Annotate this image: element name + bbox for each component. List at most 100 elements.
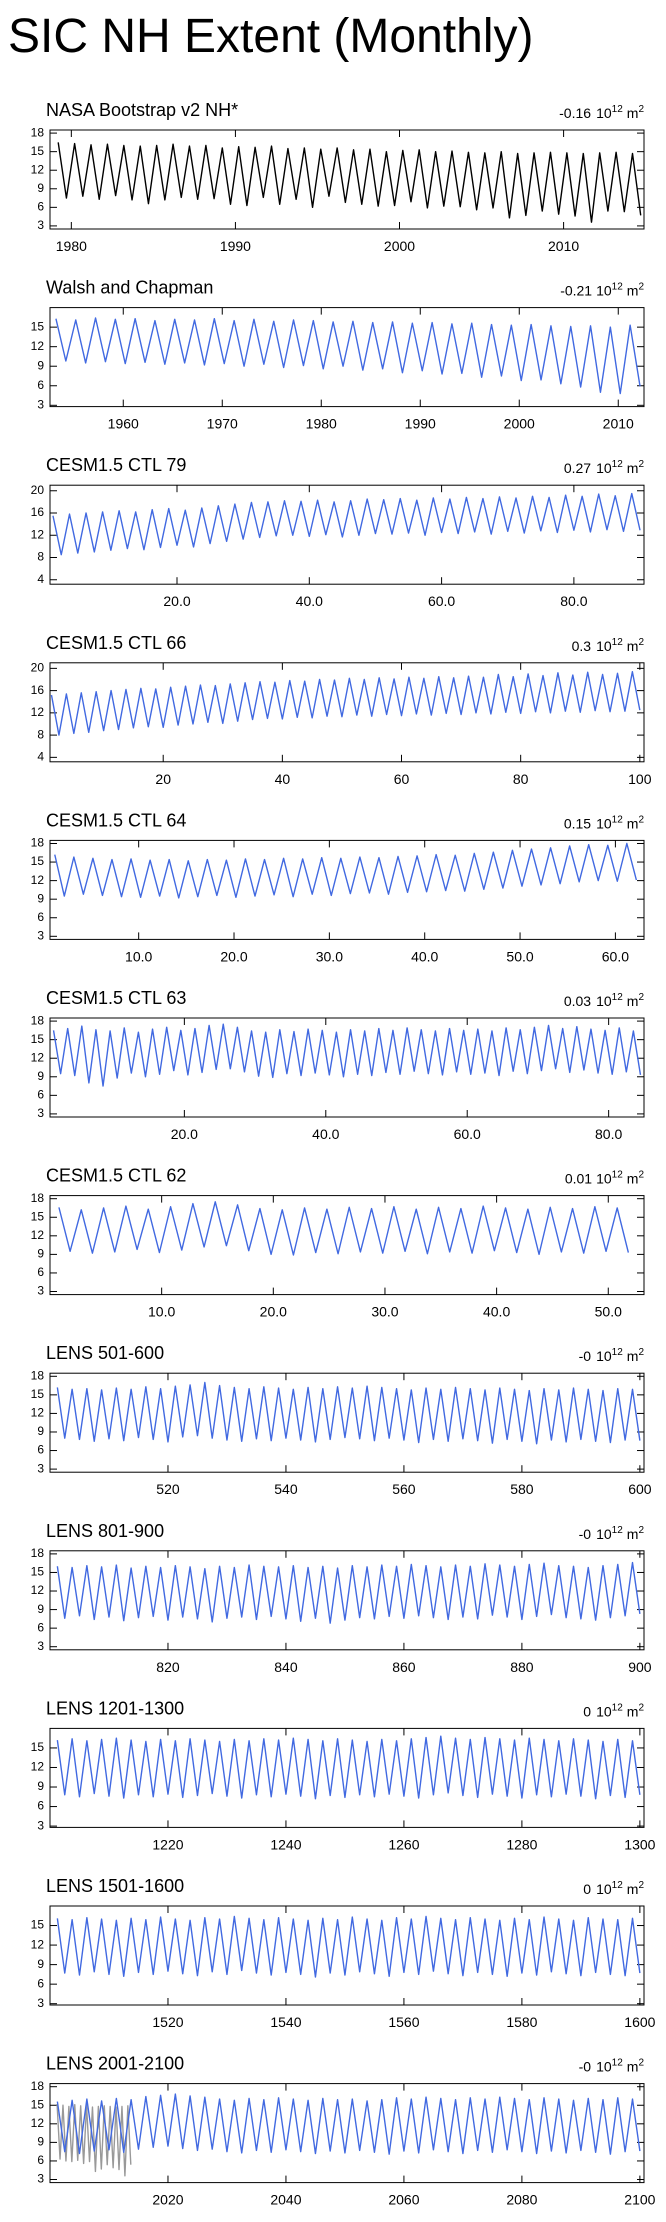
y-tick-label: 12: [31, 1583, 45, 1597]
x-tick-label: 60.0: [454, 1126, 481, 1142]
unit-area-exp: 2: [638, 1170, 644, 1181]
y-tick-label: 18: [31, 836, 45, 850]
y-tick-label: 8: [37, 550, 44, 564]
y-tick-label: 18: [31, 1368, 45, 1382]
plot-frame: [49, 839, 645, 940]
data-line: [56, 1915, 641, 1978]
data-line: [55, 317, 641, 395]
y-tick-label: 9: [37, 1424, 44, 1438]
panel-title: CESM1.5 CTL 66: [46, 633, 186, 653]
plot-frame: [49, 1727, 645, 1828]
x-tick-label: 40.0: [296, 593, 323, 609]
y-tick-label: 9: [37, 181, 44, 195]
x-tick-label: 860: [392, 1659, 416, 1675]
unit-area-exp: 2: [638, 1702, 644, 1713]
unit-area: m: [627, 283, 639, 299]
plot-frame: [49, 1550, 645, 1651]
trend-annotation: -0 1012 m2: [579, 1525, 645, 1542]
unit-base: 10: [596, 1171, 612, 1187]
plot-frame: [49, 1372, 645, 1473]
panel-title: CESM1.5 CTL 79: [46, 455, 186, 475]
y-tick-label: 6: [37, 1443, 44, 1457]
panel-title: LENS 1501-1600: [46, 1876, 184, 1896]
unit-base: 10: [596, 815, 612, 831]
trend-value: -0.16: [559, 105, 591, 121]
unit-base: 10: [596, 283, 612, 299]
y-tick-label: 6: [37, 200, 44, 214]
panel-title: LENS 1201-1300: [46, 1698, 184, 1718]
unit-area-exp: 2: [638, 1525, 644, 1536]
unit-exp: 12: [612, 1880, 624, 1891]
y-tick-label: 12: [31, 527, 45, 541]
x-tick-label: 80: [513, 771, 529, 787]
unit-base: 10: [596, 638, 612, 654]
unit-exp: 12: [612, 459, 624, 470]
unit-area-exp: 2: [638, 637, 644, 648]
x-tick-label: 50.0: [506, 948, 533, 964]
x-tick-label: 520: [156, 1481, 180, 1497]
unit-area: m: [627, 105, 639, 121]
trend-value: 0: [583, 1703, 591, 1719]
unit-base: 10: [596, 1881, 612, 1897]
unit-exp: 12: [612, 992, 624, 1003]
data-line: [56, 1735, 641, 1800]
unit-area: m: [627, 815, 639, 831]
unit-area-exp: 2: [638, 1347, 644, 1358]
y-tick-label: 12: [31, 873, 45, 887]
unit-exp: 12: [612, 104, 624, 115]
panel-title: CESM1.5 CTL 62: [46, 1166, 186, 1186]
x-tick-label: 2010: [603, 416, 634, 432]
data-line: [52, 492, 641, 556]
trend-value: 0.3: [572, 638, 592, 654]
x-tick-label: 1980: [56, 238, 87, 254]
y-tick-label: 15: [31, 1740, 45, 1754]
x-tick-label: 100: [628, 771, 652, 787]
trend-value: -0.21: [560, 283, 592, 299]
unit-exp: 12: [612, 1347, 624, 1358]
x-tick-label: 1580: [506, 2014, 537, 2030]
unit-exp: 12: [612, 1170, 624, 1181]
data-line: [57, 142, 642, 223]
x-tick-label: 1560: [388, 2014, 419, 2030]
y-tick-label: 18: [31, 125, 45, 139]
trend-annotation: 0.01 1012 m2: [565, 1170, 645, 1187]
y-tick-label: 3: [37, 1106, 44, 1120]
x-tick-label: 30.0: [371, 1304, 398, 1320]
y-tick-label: 9: [37, 1779, 44, 1793]
x-tick-label: 580: [510, 1481, 534, 1497]
trend-annotation: -0.21 1012 m2: [560, 282, 644, 299]
unit-area: m: [627, 2059, 639, 2075]
panel: NASA Bootstrap v2 NH* -0.16 1012 m236912151…: [31, 100, 645, 254]
plot-frame: [49, 662, 645, 763]
trend-annotation: -0.16 1012 m2: [559, 104, 644, 121]
x-tick-label: 1970: [207, 416, 238, 432]
trend-value: -0: [579, 2059, 592, 2075]
x-tick-label: 540: [274, 1481, 298, 1497]
unit-exp: 12: [612, 1525, 624, 1536]
data-line: [56, 2093, 641, 2155]
trend-value: 0.03: [564, 993, 591, 1009]
x-tick-label: 10.0: [148, 1304, 175, 1320]
plot-frame: [49, 484, 645, 585]
data-line: [50, 671, 641, 736]
y-tick-label: 6: [37, 378, 44, 392]
plot-frame: [49, 2083, 645, 2184]
y-tick-label: 15: [31, 144, 45, 158]
unit-area: m: [627, 460, 639, 476]
x-tick-label: 2000: [504, 416, 535, 432]
unit-area: m: [627, 1348, 639, 1364]
x-tick-label: 80.0: [595, 1126, 622, 1142]
x-tick-label: 1990: [220, 238, 251, 254]
x-tick-label: 2080: [506, 2192, 537, 2208]
x-tick-label: 2010: [548, 238, 579, 254]
x-tick-label: 600: [628, 1481, 652, 1497]
x-tick-label: 1990: [405, 416, 436, 432]
x-tick-label: 1520: [152, 2014, 183, 2030]
trend-annotation: -0 1012 m2: [579, 1347, 645, 1364]
trend-annotation: 0 1012 m2: [583, 1702, 644, 1719]
y-tick-label: 15: [31, 1032, 45, 1046]
